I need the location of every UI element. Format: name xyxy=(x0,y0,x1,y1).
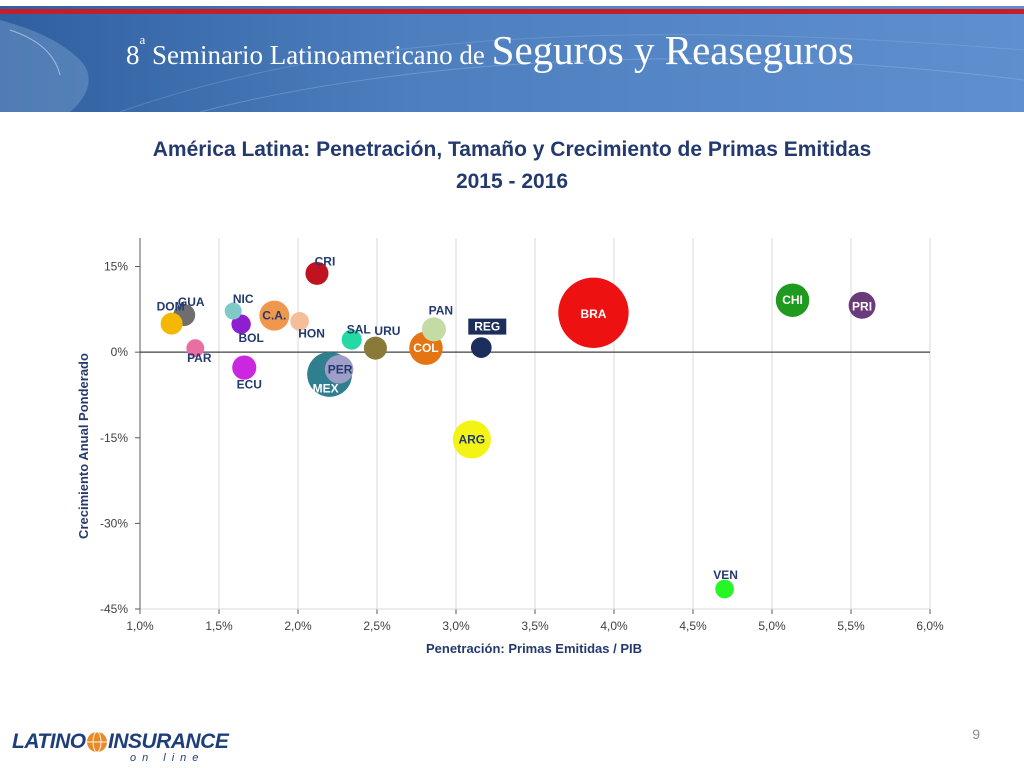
point-label-par: PAR xyxy=(187,351,212,365)
latino-insurance-logo: LATINO INSURANCE on line xyxy=(12,728,229,768)
grid-layer xyxy=(139,238,931,609)
point-label-arg: ARG xyxy=(458,432,485,446)
point-label-hon: HON xyxy=(298,326,325,340)
bubble-chi xyxy=(775,283,810,317)
bubble-dom xyxy=(160,312,183,335)
banner-red-stripe xyxy=(0,9,1024,14)
bubble-layer xyxy=(160,261,876,599)
reg-label-box xyxy=(468,318,507,335)
bubble-ecu xyxy=(232,355,257,380)
bubble-nic xyxy=(224,302,242,320)
page-number: 9 xyxy=(972,726,980,742)
bubble-par xyxy=(186,339,205,358)
bubble-hon xyxy=(290,312,309,331)
seminar-title-large: Seguros y Reaseguros xyxy=(491,27,854,73)
world-map-graphic xyxy=(0,20,1024,112)
point-label-ecu: ECU xyxy=(237,378,262,392)
bubble-pan xyxy=(421,317,446,342)
point-label-reg: REG xyxy=(474,320,500,334)
point-label-pri: PRI xyxy=(852,299,872,313)
x-tick-label: 1,5% xyxy=(205,619,233,633)
point-label-nic: NIC xyxy=(233,292,254,306)
bubble-cri xyxy=(305,261,329,285)
bubble-uru xyxy=(363,336,387,360)
bubble-ven xyxy=(715,579,734,599)
point-label-bol: BOL xyxy=(238,331,263,345)
x-tick-label: 5,0% xyxy=(758,619,786,633)
y-tick-label: 0% xyxy=(111,345,129,359)
x-axis-label: Penetración: Primas Emitidas / PIB xyxy=(426,641,642,656)
axis-layer: 1,0% 1,5% 2,0% 2,5% 3,0% 3,5% 4,0% 4,5% 5,0% 5,5%… xyxy=(100,238,944,633)
bubble-sal xyxy=(341,329,362,350)
seminar-title-small: Seminario Latinoamericano de xyxy=(145,40,492,70)
seminar-title-prefix: 8 xyxy=(126,40,140,70)
logo-right-text: INSURANCE xyxy=(108,730,229,753)
point-label-dom: DOM xyxy=(157,300,185,314)
point-label-cri: CRI xyxy=(315,254,336,268)
x-tick-label: 1,0% xyxy=(126,619,154,633)
point-label-chi: CHI xyxy=(782,293,803,307)
bubble-bra xyxy=(558,277,629,348)
point-label-mex: MEX xyxy=(313,381,339,395)
bubble-arg xyxy=(452,420,491,459)
header-banner: 8a Seminario Latinoamericano de Seguros … xyxy=(0,0,1024,112)
bubble-ca xyxy=(259,300,290,331)
point-label-pan: PAN xyxy=(429,303,453,317)
x-tick-label: 2,5% xyxy=(363,619,391,633)
logo-left-text: LATINO xyxy=(12,730,86,753)
y-tick-label: -45% xyxy=(100,602,128,616)
slide-title-line2: 2015 - 2016 xyxy=(455,170,569,193)
point-label-ven: VEN xyxy=(713,568,738,582)
seminar-title: 8a Seminario Latinoamericano de Seguros … xyxy=(126,26,854,74)
bubble-bol xyxy=(231,314,251,334)
bubble-reg xyxy=(470,337,492,358)
y-tick-label: 15% xyxy=(104,260,128,274)
slide-title-line1: América Latina: Penetración, Tamaño y Cr… xyxy=(152,138,872,161)
bubble-pri xyxy=(848,291,876,319)
x-tick-label: 2,0% xyxy=(284,619,312,633)
x-tick-label: 4,5% xyxy=(679,619,707,633)
x-tick-label: 5,5% xyxy=(837,619,865,633)
logo-sub-text: on line xyxy=(130,752,205,764)
point-label-gua: GUA xyxy=(178,295,205,309)
x-tick-label: 6,0% xyxy=(916,619,944,633)
point-label-col: COL xyxy=(413,341,438,355)
seminar-title-sup: a xyxy=(139,32,146,47)
point-label-per: PER xyxy=(328,362,353,376)
x-tick-label: 3,5% xyxy=(521,619,549,633)
point-label-ca: C.A. xyxy=(262,309,286,323)
y-tick-label: -15% xyxy=(100,431,128,445)
x-tick-label: 3,0% xyxy=(442,619,470,633)
y-tick-label: -30% xyxy=(100,516,128,530)
point-label-uru: URU xyxy=(374,324,400,338)
bubble-per xyxy=(324,355,354,384)
x-tick-label: 4,0% xyxy=(600,619,628,633)
globe-icon xyxy=(87,731,107,753)
y-axis-label: Crecimiento Anual Ponderado xyxy=(76,353,91,539)
point-label-sal: SAL xyxy=(347,323,371,337)
banner-top-strip xyxy=(0,0,1024,6)
point-label-bra: BRA xyxy=(580,307,606,321)
